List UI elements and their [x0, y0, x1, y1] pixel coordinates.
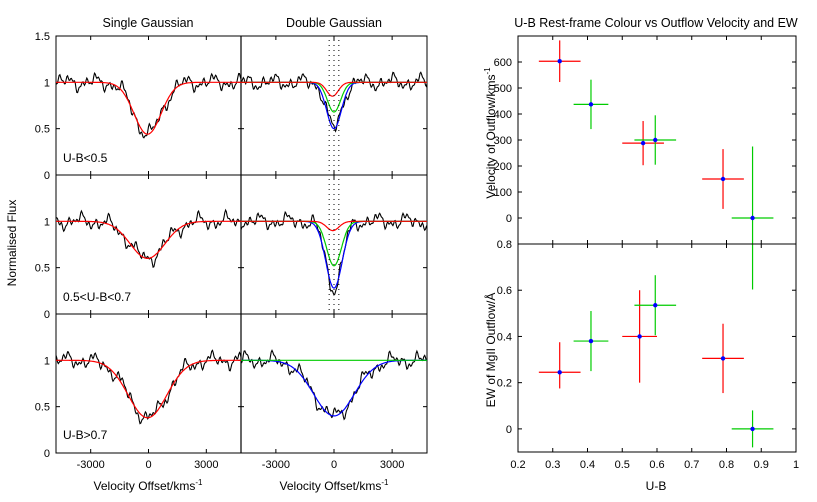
ew-xtick-label: 0.5 — [615, 459, 630, 471]
single-gaussian-fit-1 — [56, 81, 241, 135]
velocity-data-point — [557, 59, 562, 64]
velocity-data-point — [588, 102, 594, 107]
xtick-label: 0 — [331, 459, 337, 471]
single-gaussian-fit-3 — [56, 359, 241, 419]
row-label-3: U-B>0.7 — [63, 428, 108, 442]
double-gaussian-red-2 — [241, 220, 427, 232]
observed-spectrum-3-single — [55, 349, 242, 425]
ew-data-point — [588, 338, 594, 344]
ew-ytick-label: 0 — [506, 424, 512, 436]
svg-text:Velocity Offset/kms-1: Velocity Offset/kms-1 — [280, 478, 389, 493]
xtick-label: 3000 — [194, 459, 218, 471]
svg-text:Velocity of Outflow/kms-1: Velocity of Outflow/kms-1 — [483, 67, 498, 199]
xtick-label: 0 — [145, 459, 151, 471]
ew-xtick-label: 1 — [793, 459, 799, 471]
spectra-layer: 0 0.5 1 1.5 0 0.5 1 0 0.5 1 -3000 0 3000 -3000 0 3000 — [35, 31, 428, 471]
velocity-ytick-label: 200 — [494, 161, 512, 173]
double-gaussian-blue-3 — [241, 359, 427, 417]
spectra-xlabel-right-text: Velocity Offset/kms — [280, 479, 382, 493]
scatter-layer: 0 100 200 300 400 500 600 0 0.2 0.4 0.6 0.8 0.2 0.3 0.… — [494, 35, 799, 471]
velocity-data-point — [640, 140, 646, 146]
ew-xtick-label: 0.2 — [510, 459, 525, 471]
ew-data-point — [557, 370, 562, 375]
ytick-label: 0 — [44, 448, 50, 460]
single-gaussian-fit-2 — [56, 220, 241, 259]
ytick-label: 0 — [44, 309, 50, 321]
ew-xtick-label: 0.3 — [545, 459, 560, 471]
spectra-ylabel: Normalised Flux — [5, 200, 19, 287]
observed-spectrum-3-double — [240, 349, 428, 421]
observed-spectrum-1-single — [55, 72, 242, 139]
velocity-ytick-label: 600 — [494, 57, 512, 69]
ytick-label: 0.5 — [35, 263, 50, 275]
velocity-ylabel-group: Velocity of Outflow/kms-1 — [483, 67, 498, 199]
row-label-1: U-B<0.5 — [63, 151, 108, 165]
row-label-2: 0.5<U-B<0.7 — [63, 290, 131, 304]
velocity-ytick-label: 0 — [506, 213, 512, 225]
ew-xlabel: U-B — [646, 479, 667, 493]
ytick-label: 0.5 — [35, 402, 50, 414]
spectra-xlabel-left: Velocity Offset/kms-1 — [94, 478, 203, 493]
ew-data-point — [637, 334, 642, 339]
ew-data-point — [720, 356, 726, 361]
velocity-ylabel-sup: -1 — [483, 67, 492, 75]
xtick-label: -3000 — [77, 459, 105, 471]
single-gaussian-title: Single Gaussian — [102, 16, 193, 30]
ew-xtick-label: 0.9 — [754, 459, 769, 471]
ew-data-point — [653, 303, 658, 308]
ytick-label: 1 — [44, 77, 50, 89]
xtick-label: 3000 — [380, 459, 404, 471]
spectra-xlabel-left-sup: -1 — [195, 478, 203, 487]
ew-data-point — [750, 426, 755, 432]
velocity-ytick-label: 300 — [494, 135, 512, 147]
ew-xtick-label: 0.8 — [719, 459, 734, 471]
spectra-xlabel-right: Velocity Offset/kms-1 — [280, 478, 389, 493]
ew-ytick-label: 0.4 — [497, 331, 512, 343]
xtick-label: -3000 — [262, 459, 290, 471]
ew-ylabel: EW of MgII Outflow/Å — [483, 293, 498, 408]
ew-xtick-label: 0.4 — [580, 459, 595, 471]
svg-text:Velocity Offset/kms-1: Velocity Offset/kms-1 — [94, 478, 203, 493]
spectra-xlabel-left-text: Velocity Offset/kms — [94, 479, 196, 493]
velocity-ytick-label: 100 — [494, 187, 512, 199]
velocity-ytick-label: 500 — [494, 83, 512, 95]
ew-ytick-label: 0.6 — [497, 285, 512, 297]
velocity-data-point — [720, 176, 726, 182]
double-gaussian-title: Double Gaussian — [286, 16, 382, 30]
velocity-data-point — [750, 215, 755, 221]
velocity-ylabel: Velocity of Outflow/kms — [484, 75, 498, 199]
ytick-label: 1 — [44, 216, 50, 228]
velocity-ytick-label: 400 — [494, 109, 512, 121]
spectra-xlabel-right-sup: -1 — [381, 478, 389, 487]
ew-ytick-label: 0.8 — [497, 239, 512, 251]
ytick-label: 0 — [44, 170, 50, 182]
ytick-label: 1.5 — [35, 31, 50, 43]
scatter-title: U-B Rest-frame Colour vs Outflow Velocit… — [514, 16, 798, 30]
observed-spectrum-1-double — [240, 71, 428, 133]
ytick-label: 0.5 — [35, 124, 50, 136]
ew-ytick-label: 0.2 — [497, 378, 512, 390]
ew-xtick-label: 0.6 — [649, 459, 664, 471]
ytick-label: 1 — [44, 355, 50, 367]
velocity-data-point — [653, 137, 658, 143]
ew-xtick-label: 0.7 — [684, 459, 699, 471]
